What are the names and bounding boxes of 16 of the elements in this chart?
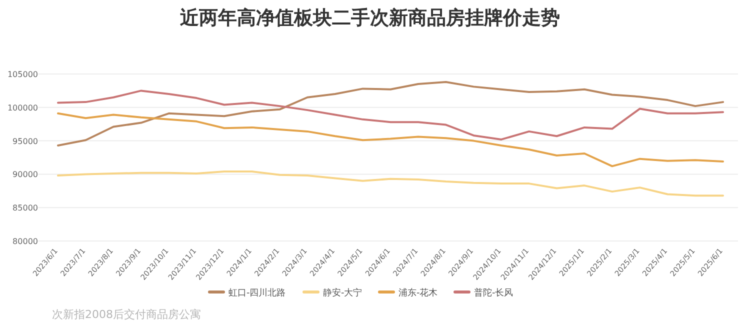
y-tick-label: 80000: [12, 237, 38, 246]
chart-title: 近两年高净值板块二手次新商品房挂牌价走势: [179, 7, 560, 29]
y-tick-label: 95000: [12, 136, 38, 146]
line-series: [57, 170, 724, 197]
legend-label: 普陀-长风: [474, 288, 514, 298]
y-tick-label: 100000: [7, 103, 38, 112]
legend-label: 虹口-四川北路: [228, 288, 286, 298]
line-series: [57, 90, 724, 140]
text: 次新指2008后交付商品房公寓: [52, 308, 201, 321]
line-series: [57, 112, 724, 168]
y-tick-label: 85000: [12, 204, 38, 213]
y-tick-label: 90000: [12, 170, 38, 180]
line-series: [57, 81, 724, 146]
legend-label: 浦东-花木: [398, 288, 438, 298]
y-tick-label: 105000: [7, 70, 38, 79]
legend-label: 静安-大宁: [323, 288, 362, 298]
